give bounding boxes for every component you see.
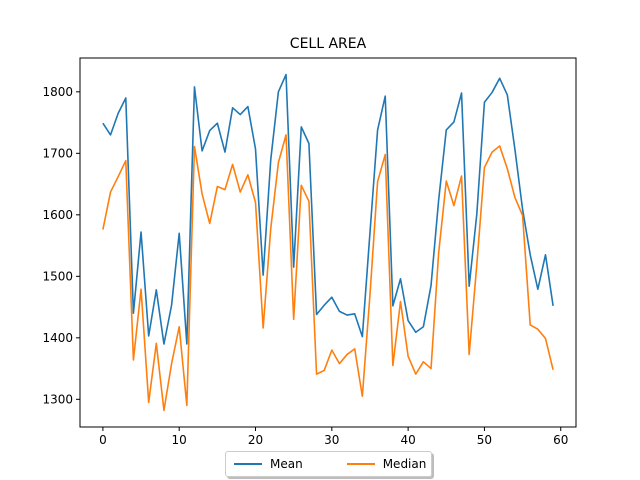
x-tick-label: 10 [172, 433, 187, 447]
x-tick-label: 40 [400, 433, 415, 447]
axis-ticks: 0 10 20 30 40 50 60 1300 1400 1500 1600 1700 1800 [42, 85, 568, 447]
legend-item-median: Median [346, 457, 427, 471]
chart-title: CELL AREA [290, 36, 367, 52]
legend-label-median: Median [382, 457, 427, 471]
legend-swatch-mean [234, 463, 262, 465]
x-tick-label: 60 [553, 433, 568, 447]
x-tick-label: 0 [99, 433, 107, 447]
legend-swatch-median [346, 463, 375, 465]
plot-area [79, 57, 577, 428]
y-tick-label: 1400 [42, 331, 73, 345]
legend: Mean Median [225, 451, 432, 477]
x-tick-label: 30 [324, 433, 339, 447]
y-tick-label: 1800 [42, 85, 73, 99]
legend-label-mean: Mean [270, 457, 303, 471]
legend-item-mean: Mean [234, 457, 303, 471]
y-tick-label: 1700 [42, 146, 73, 160]
y-tick-label: 1500 [42, 269, 73, 283]
series-line-mean [102, 73, 554, 345]
x-tick-label: 20 [248, 433, 263, 447]
series-lines [102, 73, 554, 412]
x-tick-label: 50 [477, 433, 492, 447]
series-line-median [102, 134, 554, 412]
y-tick-label: 1300 [42, 392, 73, 406]
y-tick-label: 1600 [42, 208, 73, 222]
